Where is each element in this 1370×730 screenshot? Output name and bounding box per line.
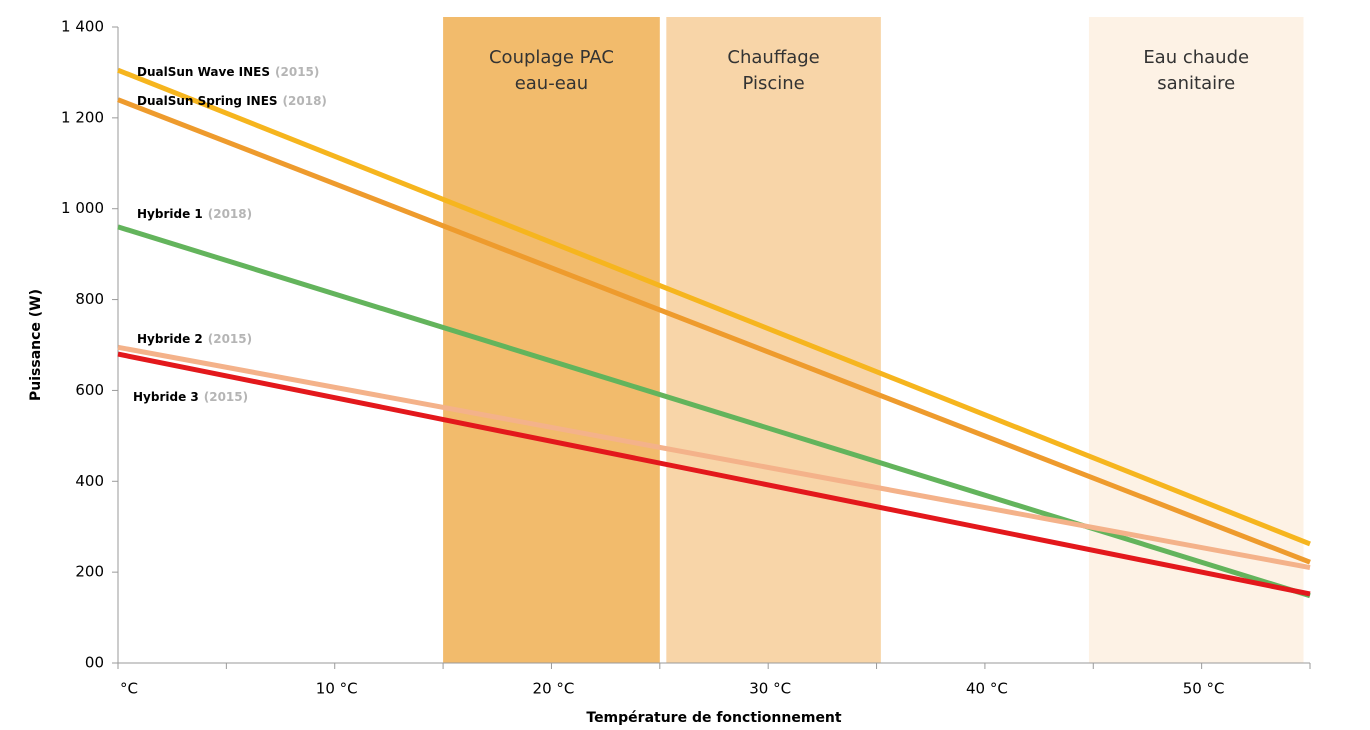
- series-year: (2015): [208, 332, 252, 346]
- series-name: DualSun Wave INES: [137, 65, 270, 79]
- zone-label: eau-eau: [515, 73, 589, 94]
- y-tick-label: 1 000: [61, 199, 104, 217]
- x-tick-label: 50 °C: [1183, 680, 1225, 698]
- series-line: [117, 97, 1311, 565]
- zone-label: Chauffage: [727, 47, 819, 68]
- series-label: DualSun Spring INES (2018): [137, 94, 327, 108]
- zone-label: Piscine: [742, 73, 804, 94]
- x-tick-label: 20 °C: [533, 680, 575, 698]
- series-year: (2015): [204, 390, 248, 404]
- series-name: Hybride 2: [137, 332, 203, 346]
- series-name: Hybride 3: [133, 390, 199, 404]
- series-year: (2018): [208, 207, 252, 221]
- y-tick-label: 1 200: [61, 108, 104, 126]
- series-label: DualSun Wave INES (2015): [137, 65, 319, 79]
- y-tick-label: 00: [85, 654, 104, 672]
- series-line: [117, 344, 1311, 571]
- series-year: (2015): [275, 65, 319, 79]
- y-tick-label: 600: [75, 381, 104, 399]
- series-label: Hybride 3 (2015): [133, 390, 248, 404]
- series-line: [117, 67, 1311, 547]
- series-name: DualSun Spring INES: [137, 94, 278, 108]
- x-tick-label: 40 °C: [966, 680, 1008, 698]
- y-tick-label: 400: [75, 472, 104, 490]
- series-line: [117, 224, 1311, 599]
- series-line: [117, 351, 1311, 597]
- x-axis-title: Température de fonctionnement: [586, 710, 842, 726]
- series-name: Hybride 1: [137, 207, 203, 221]
- y-tick-label: 200: [75, 563, 104, 581]
- y-tick-label: 1 400: [61, 18, 104, 36]
- zone-band: [1088, 17, 1304, 663]
- zone-band: [666, 17, 881, 663]
- zone-label: Eau chaude: [1143, 47, 1249, 68]
- series-year: (2018): [283, 94, 327, 108]
- x-tick-label: °C: [120, 680, 138, 698]
- x-tick-label: 30 °C: [749, 680, 791, 698]
- y-tick-label: 800: [75, 290, 104, 308]
- series-label: Hybride 2 (2015): [137, 332, 252, 346]
- x-tick-label: 10 °C: [316, 680, 358, 698]
- y-axis-title: Puissance (W): [28, 289, 44, 401]
- zone-label: sanitaire: [1157, 73, 1235, 94]
- zone-label: Couplage PAC: [489, 47, 614, 68]
- series-label: Hybride 1 (2018): [137, 207, 252, 221]
